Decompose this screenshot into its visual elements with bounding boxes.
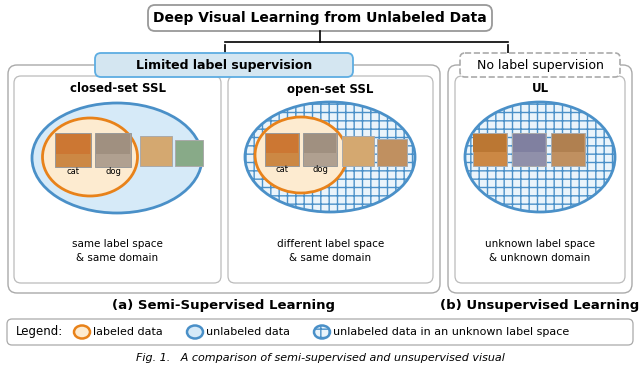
Ellipse shape bbox=[32, 103, 202, 213]
Bar bbox=[473, 133, 507, 166]
Bar bbox=[95, 133, 131, 167]
Bar bbox=[473, 134, 506, 152]
Text: unknown label space
& unknown domain: unknown label space & unknown domain bbox=[485, 239, 595, 263]
FancyBboxPatch shape bbox=[14, 76, 221, 283]
Bar bbox=[56, 134, 90, 154]
Bar bbox=[342, 136, 374, 166]
Text: cat: cat bbox=[67, 166, 79, 175]
Text: unlabeled data in an unknown label space: unlabeled data in an unknown label space bbox=[333, 327, 569, 337]
FancyBboxPatch shape bbox=[148, 5, 492, 31]
FancyBboxPatch shape bbox=[8, 65, 440, 293]
Ellipse shape bbox=[42, 118, 138, 196]
Bar bbox=[551, 133, 585, 166]
Text: Deep Visual Learning from Unlabeled Data: Deep Visual Learning from Unlabeled Data bbox=[153, 11, 487, 25]
Text: labeled data: labeled data bbox=[93, 327, 163, 337]
Text: unlabeled data: unlabeled data bbox=[206, 327, 290, 337]
FancyBboxPatch shape bbox=[228, 76, 433, 283]
Text: cat: cat bbox=[275, 165, 289, 175]
FancyBboxPatch shape bbox=[455, 76, 625, 283]
Text: UL: UL bbox=[531, 83, 548, 95]
Text: Legend:: Legend: bbox=[16, 326, 63, 339]
Text: (b) Unsupervised Learning: (b) Unsupervised Learning bbox=[440, 299, 639, 313]
Bar bbox=[175, 140, 203, 166]
Bar bbox=[96, 134, 130, 154]
Ellipse shape bbox=[74, 326, 90, 339]
Text: same label space
& same domain: same label space & same domain bbox=[72, 239, 163, 263]
FancyBboxPatch shape bbox=[7, 319, 633, 345]
Text: dog: dog bbox=[312, 165, 328, 175]
Ellipse shape bbox=[465, 102, 615, 212]
Bar bbox=[377, 139, 407, 166]
Bar bbox=[265, 133, 299, 166]
Ellipse shape bbox=[255, 117, 347, 193]
Text: No label supervision: No label supervision bbox=[477, 58, 604, 71]
Text: open-set SSL: open-set SSL bbox=[287, 83, 374, 95]
Ellipse shape bbox=[245, 102, 415, 212]
Bar bbox=[55, 133, 91, 167]
Text: dog: dog bbox=[105, 166, 121, 175]
FancyBboxPatch shape bbox=[95, 53, 353, 77]
Bar bbox=[304, 134, 336, 153]
Text: Limited label supervision: Limited label supervision bbox=[136, 58, 312, 71]
Bar bbox=[552, 134, 584, 152]
FancyBboxPatch shape bbox=[460, 53, 620, 77]
Text: closed-set SSL: closed-set SSL bbox=[70, 83, 166, 95]
Ellipse shape bbox=[187, 326, 203, 339]
Bar bbox=[266, 134, 298, 153]
Bar bbox=[513, 134, 545, 152]
Bar bbox=[140, 136, 172, 166]
Bar bbox=[303, 133, 337, 166]
Text: (a) Semi-Supervised Learning: (a) Semi-Supervised Learning bbox=[113, 299, 335, 313]
Text: Fig. 1.   A comparison of semi-supervised and unsupervised visual: Fig. 1. A comparison of semi-supervised … bbox=[136, 353, 504, 363]
Ellipse shape bbox=[314, 326, 330, 339]
Bar bbox=[512, 133, 546, 166]
FancyBboxPatch shape bbox=[448, 65, 632, 293]
Text: different label space
& same domain: different label space & same domain bbox=[277, 239, 384, 263]
